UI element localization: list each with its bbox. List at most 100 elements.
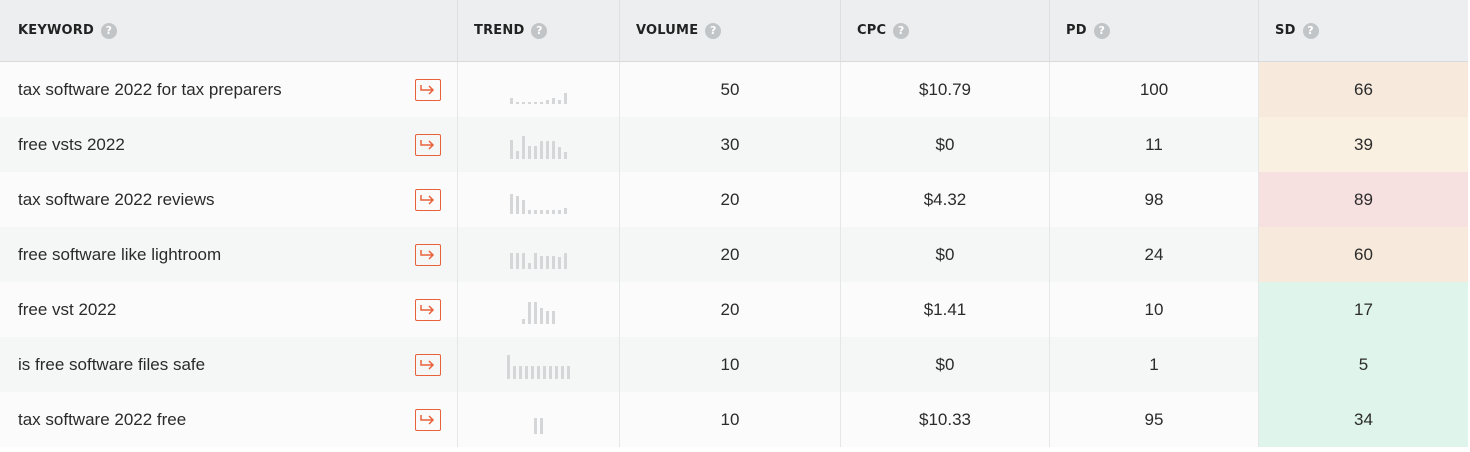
open-keyword-button[interactable]	[415, 243, 441, 266]
arrow-right-icon	[420, 84, 435, 95]
volume-value: 10	[720, 354, 740, 374]
trend-cell	[458, 227, 620, 282]
open-keyword-button[interactable]	[415, 353, 441, 376]
table-row: tax software 2022 free 10 $10.33 95 34	[0, 392, 1468, 447]
pd-value: 98	[1144, 189, 1164, 209]
keyword-text[interactable]: tax software 2022 free	[18, 409, 187, 429]
column-header-volume-label: VOLUME	[636, 23, 699, 38]
trend-bar	[534, 253, 537, 269]
table-row: tax software 2022 reviews 20 $4.32 98 89	[0, 172, 1468, 227]
open-keyword-button[interactable]	[415, 188, 441, 211]
table-row: free software like lightroom 20 $0 24 60	[0, 227, 1468, 282]
open-keyword-button[interactable]	[415, 298, 441, 321]
sd-value: 89	[1354, 189, 1373, 209]
trend-bar	[546, 100, 549, 104]
column-header-pd-label: PD	[1066, 23, 1087, 38]
pd-value: 100	[1139, 79, 1169, 99]
cpc-cell: $0	[841, 337, 1050, 392]
trend-bar	[546, 256, 549, 269]
help-icon[interactable]: ?	[1093, 22, 1110, 39]
sd-value: 5	[1358, 354, 1369, 374]
trend-bar	[552, 256, 555, 269]
cpc-value: $0	[935, 354, 955, 374]
cpc-cell: $10.33	[841, 392, 1050, 447]
trend-bar	[507, 355, 510, 379]
cpc-cell: $1.41	[841, 282, 1050, 337]
keyword-text[interactable]: tax software 2022 reviews	[18, 189, 215, 209]
help-icon[interactable]: ?	[531, 22, 548, 39]
table-header: KEYWORD ? TREND ? VOLUME ? CPC ? PD ? SD…	[0, 0, 1468, 62]
help-icon[interactable]: ?	[893, 22, 910, 39]
pd-cell: 1	[1050, 337, 1259, 392]
keyword-cell: free vst 2022	[0, 282, 458, 337]
trend-bar	[549, 366, 552, 379]
trend-bar	[546, 141, 549, 159]
table-row: is free software files safe 10 $0 1 5	[0, 337, 1468, 392]
pd-cell: 95	[1050, 392, 1259, 447]
keyword-text[interactable]: free vsts 2022	[18, 134, 125, 154]
trend-sparkline	[510, 190, 567, 214]
arrow-right-icon	[420, 414, 435, 425]
trend-sparkline	[522, 300, 555, 324]
table-body: tax software 2022 for tax preparers 50 $…	[0, 62, 1468, 447]
volume-cell: 50	[620, 62, 841, 117]
keyword-text[interactable]: free vst 2022	[18, 299, 117, 319]
keyword-text[interactable]: tax software 2022 for tax preparers	[18, 79, 282, 99]
trend-bar	[540, 102, 543, 104]
sd-value: 34	[1354, 409, 1373, 429]
trend-bar	[558, 147, 561, 159]
help-icon[interactable]: ?	[705, 22, 722, 39]
keyword-text[interactable]: is free software files safe	[18, 354, 206, 374]
cpc-value: $0	[935, 134, 955, 154]
trend-bar	[534, 302, 537, 324]
cpc-cell: $4.32	[841, 172, 1050, 227]
trend-cell	[458, 62, 620, 117]
keyword-cell: is free software files safe	[0, 337, 458, 392]
help-icon[interactable]: ?	[1302, 22, 1319, 39]
pd-value: 1	[1149, 354, 1159, 374]
trend-bar	[540, 256, 543, 269]
trend-bar	[510, 140, 513, 159]
trend-bar	[525, 366, 528, 379]
pd-value: 11	[1145, 134, 1163, 154]
table-row: tax software 2022 for tax preparers 50 $…	[0, 62, 1468, 117]
column-header-keyword[interactable]: KEYWORD ?	[0, 0, 458, 61]
open-keyword-button[interactable]	[415, 408, 441, 431]
column-header-keyword-label: KEYWORD	[18, 23, 94, 38]
trend-bar	[540, 141, 543, 159]
cpc-value: $0	[935, 244, 955, 264]
sd-cell: 39	[1259, 117, 1468, 172]
volume-value: 50	[720, 79, 740, 99]
column-header-volume[interactable]: VOLUME ?	[620, 0, 841, 61]
trend-bar	[564, 93, 567, 104]
keyword-cell: tax software 2022 for tax preparers	[0, 62, 458, 117]
open-keyword-button[interactable]	[415, 78, 441, 101]
pd-cell: 98	[1050, 172, 1259, 227]
cpc-cell: $10.79	[841, 62, 1050, 117]
sd-cell: 5	[1259, 337, 1468, 392]
keyword-text[interactable]: free software like lightroom	[18, 244, 222, 264]
trend-bar	[558, 210, 561, 214]
column-header-sd[interactable]: SD ?	[1259, 0, 1468, 61]
trend-bar	[522, 102, 525, 104]
sd-cell: 66	[1259, 62, 1468, 117]
trend-bar	[522, 319, 525, 324]
trend-bar	[510, 98, 513, 104]
sd-cell: 89	[1259, 172, 1468, 227]
table-row: free vst 2022 20 $1.41 10 17	[0, 282, 1468, 337]
table-row: free vsts 2022 30 $0 11 39	[0, 117, 1468, 172]
column-header-pd[interactable]: PD ?	[1050, 0, 1259, 61]
trend-bar	[528, 102, 531, 104]
trend-cell	[458, 282, 620, 337]
sd-value: 39	[1354, 134, 1373, 154]
arrow-right-icon	[420, 139, 435, 150]
trend-bar	[516, 196, 519, 214]
help-icon[interactable]: ?	[100, 22, 117, 39]
column-header-trend[interactable]: TREND ?	[458, 0, 620, 61]
trend-bar	[561, 366, 564, 379]
trend-bar	[522, 253, 525, 269]
column-header-cpc[interactable]: CPC ?	[841, 0, 1050, 61]
trend-bar	[558, 257, 561, 269]
trend-bar	[516, 151, 519, 159]
open-keyword-button[interactable]	[415, 133, 441, 156]
